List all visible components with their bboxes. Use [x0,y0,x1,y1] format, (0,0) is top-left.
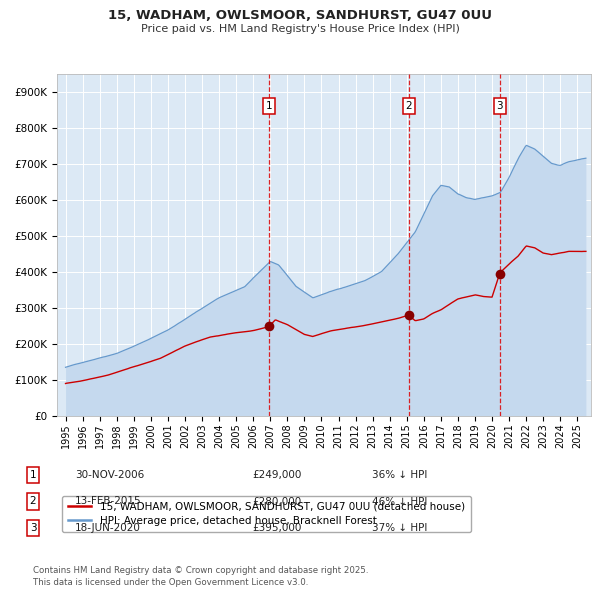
Text: 37% ↓ HPI: 37% ↓ HPI [372,523,427,533]
Text: 3: 3 [497,101,503,111]
Text: 36% ↓ HPI: 36% ↓ HPI [372,470,427,480]
Legend: 15, WADHAM, OWLSMOOR, SANDHURST, GU47 0UU (detached house), HPI: Average price, : 15, WADHAM, OWLSMOOR, SANDHURST, GU47 0U… [62,496,471,532]
Text: 2: 2 [406,101,412,111]
Text: 1: 1 [29,470,37,480]
Text: £249,000: £249,000 [252,470,301,480]
Text: 46% ↓ HPI: 46% ↓ HPI [372,497,427,506]
Text: Price paid vs. HM Land Registry's House Price Index (HPI): Price paid vs. HM Land Registry's House … [140,24,460,34]
Text: 30-NOV-2006: 30-NOV-2006 [75,470,144,480]
Text: £280,000: £280,000 [252,497,301,506]
Text: Contains HM Land Registry data © Crown copyright and database right 2025.
This d: Contains HM Land Registry data © Crown c… [33,566,368,587]
Text: 3: 3 [29,523,37,533]
Text: £395,000: £395,000 [252,523,301,533]
Text: 18-JUN-2020: 18-JUN-2020 [75,523,141,533]
Text: 15, WADHAM, OWLSMOOR, SANDHURST, GU47 0UU: 15, WADHAM, OWLSMOOR, SANDHURST, GU47 0U… [108,9,492,22]
Text: 13-FEB-2015: 13-FEB-2015 [75,497,142,506]
Text: 2: 2 [29,497,37,506]
Text: 1: 1 [266,101,272,111]
